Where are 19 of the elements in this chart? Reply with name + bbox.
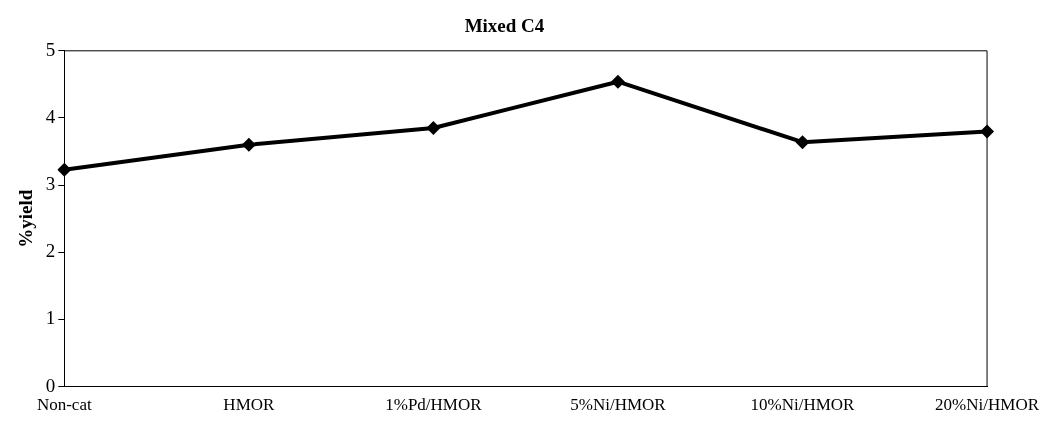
point — [426, 121, 441, 136]
x-tick-label: 10%Ni/HMOR — [750, 395, 856, 415]
x-tick-label: 1%Pd/HMOR — [385, 395, 483, 415]
point — [795, 135, 810, 150]
x-tick-label: HMOR — [223, 395, 276, 415]
y-tick-label: 2 — [45, 240, 56, 262]
y-tick-label: 3 — [45, 173, 56, 195]
point — [57, 162, 72, 177]
point — [610, 74, 625, 89]
y-axis-title: %yield — [15, 189, 37, 248]
y-tick-label: 4 — [45, 105, 56, 127]
chart-title: Mixed C4 — [464, 15, 545, 37]
x-tick-label: 5%Ni/HMOR — [570, 395, 667, 415]
y-tick-label: 5 — [45, 38, 56, 60]
x-tick-label: Non-cat — [36, 395, 92, 415]
y-tick-label: 1 — [45, 307, 56, 329]
point — [241, 137, 256, 152]
y-tick-label: 0 — [45, 374, 56, 396]
x-tick-label: 20%Ni/HMOR — [935, 395, 1040, 415]
